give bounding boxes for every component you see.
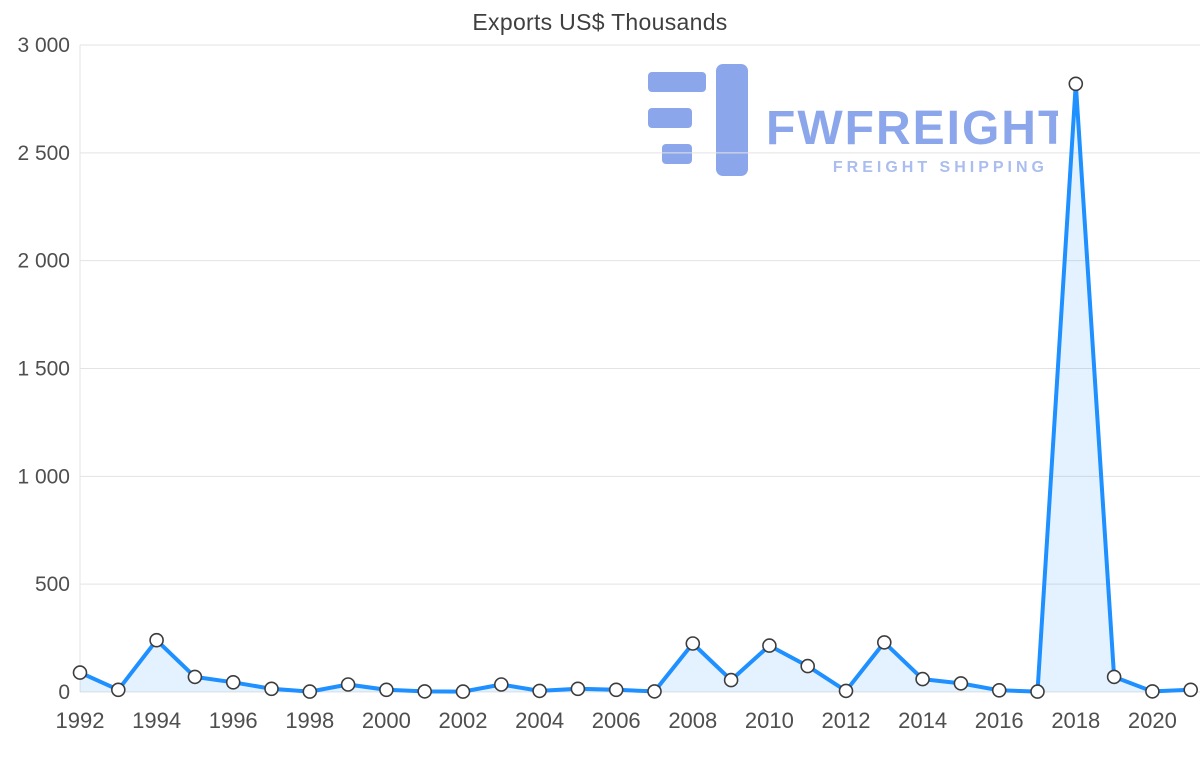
data-point[interactable] (915, 671, 930, 687)
y-axis-tick-label: 1 500 (17, 358, 70, 381)
data-point[interactable] (493, 677, 509, 692)
data-point[interactable] (225, 674, 241, 690)
fwfreight-watermark: FWFREIGHT FREIGHT SHIPPING (648, 64, 1058, 176)
fwfreight-logo-icon (648, 64, 748, 176)
y-axis-tick-label: 2 500 (17, 142, 70, 165)
data-point[interactable] (647, 684, 662, 699)
data-point[interactable] (876, 635, 892, 650)
data-point[interactable] (685, 636, 701, 651)
x-axis-tick-label: 1992 (56, 708, 105, 733)
x-axis-tick-label: 1998 (285, 708, 334, 733)
data-point[interactable] (991, 682, 1007, 698)
data-point[interactable] (953, 676, 969, 691)
data-point[interactable] (532, 683, 547, 699)
x-axis-tick-label: 2012 (822, 708, 871, 733)
data-point[interactable] (187, 669, 203, 685)
data-point[interactable] (608, 682, 624, 698)
y-axis-tick-label: 2 000 (17, 250, 70, 273)
watermark-brand-text: FWFREIGHT (766, 102, 1058, 155)
data-point[interactable] (762, 638, 777, 653)
watermark-tagline-text: FREIGHT SHIPPING (833, 159, 1048, 176)
data-point[interactable] (72, 665, 88, 680)
data-point[interactable] (570, 681, 586, 697)
x-axis-tick-label: 2020 (1128, 708, 1177, 733)
x-axis-tick-label: 1996 (209, 708, 258, 733)
x-axis-tick-label: 2010 (745, 708, 794, 733)
data-point[interactable] (302, 684, 318, 699)
data-point[interactable] (838, 683, 854, 699)
series-line (78, 81, 1193, 694)
data-point[interactable] (1068, 76, 1084, 92)
series-area-fill (80, 83, 1191, 693)
x-axis-tick-label: 2008 (668, 708, 717, 733)
data-point[interactable] (264, 681, 279, 697)
data-point[interactable] (1030, 684, 1045, 699)
chart-title: Exports US$ Thousands (472, 9, 728, 35)
x-axis-tick-label: 2014 (898, 708, 947, 733)
x-axis-tick-label: 2002 (439, 708, 488, 733)
data-point[interactable] (455, 684, 471, 699)
x-axis-tick-label: 2016 (975, 708, 1024, 733)
x-axis-tick-label: 1994 (132, 708, 181, 733)
x-axis-tick-label: 2018 (1051, 708, 1100, 733)
data-point[interactable] (800, 658, 816, 674)
x-axis-tick-label: 2006 (592, 708, 641, 733)
data-point[interactable] (379, 682, 394, 698)
data-point[interactable] (1183, 682, 1198, 698)
y-axis-tick-label: 0 (58, 681, 70, 704)
x-axis-tick-label: 2000 (362, 708, 411, 733)
data-point[interactable] (1106, 669, 1122, 685)
data-point[interactable] (1145, 684, 1160, 699)
y-axis-tick-label: 500 (35, 573, 70, 596)
data-point[interactable] (149, 632, 164, 648)
x-axis-tick-label: 2004 (515, 708, 564, 733)
y-axis-tick-label: 1 000 (17, 465, 70, 488)
data-point[interactable] (340, 677, 356, 692)
data-point[interactable] (723, 672, 739, 688)
y-axis-tick-label: 3 000 (17, 34, 70, 57)
data-point[interactable] (111, 682, 126, 698)
data-point[interactable] (417, 684, 433, 699)
